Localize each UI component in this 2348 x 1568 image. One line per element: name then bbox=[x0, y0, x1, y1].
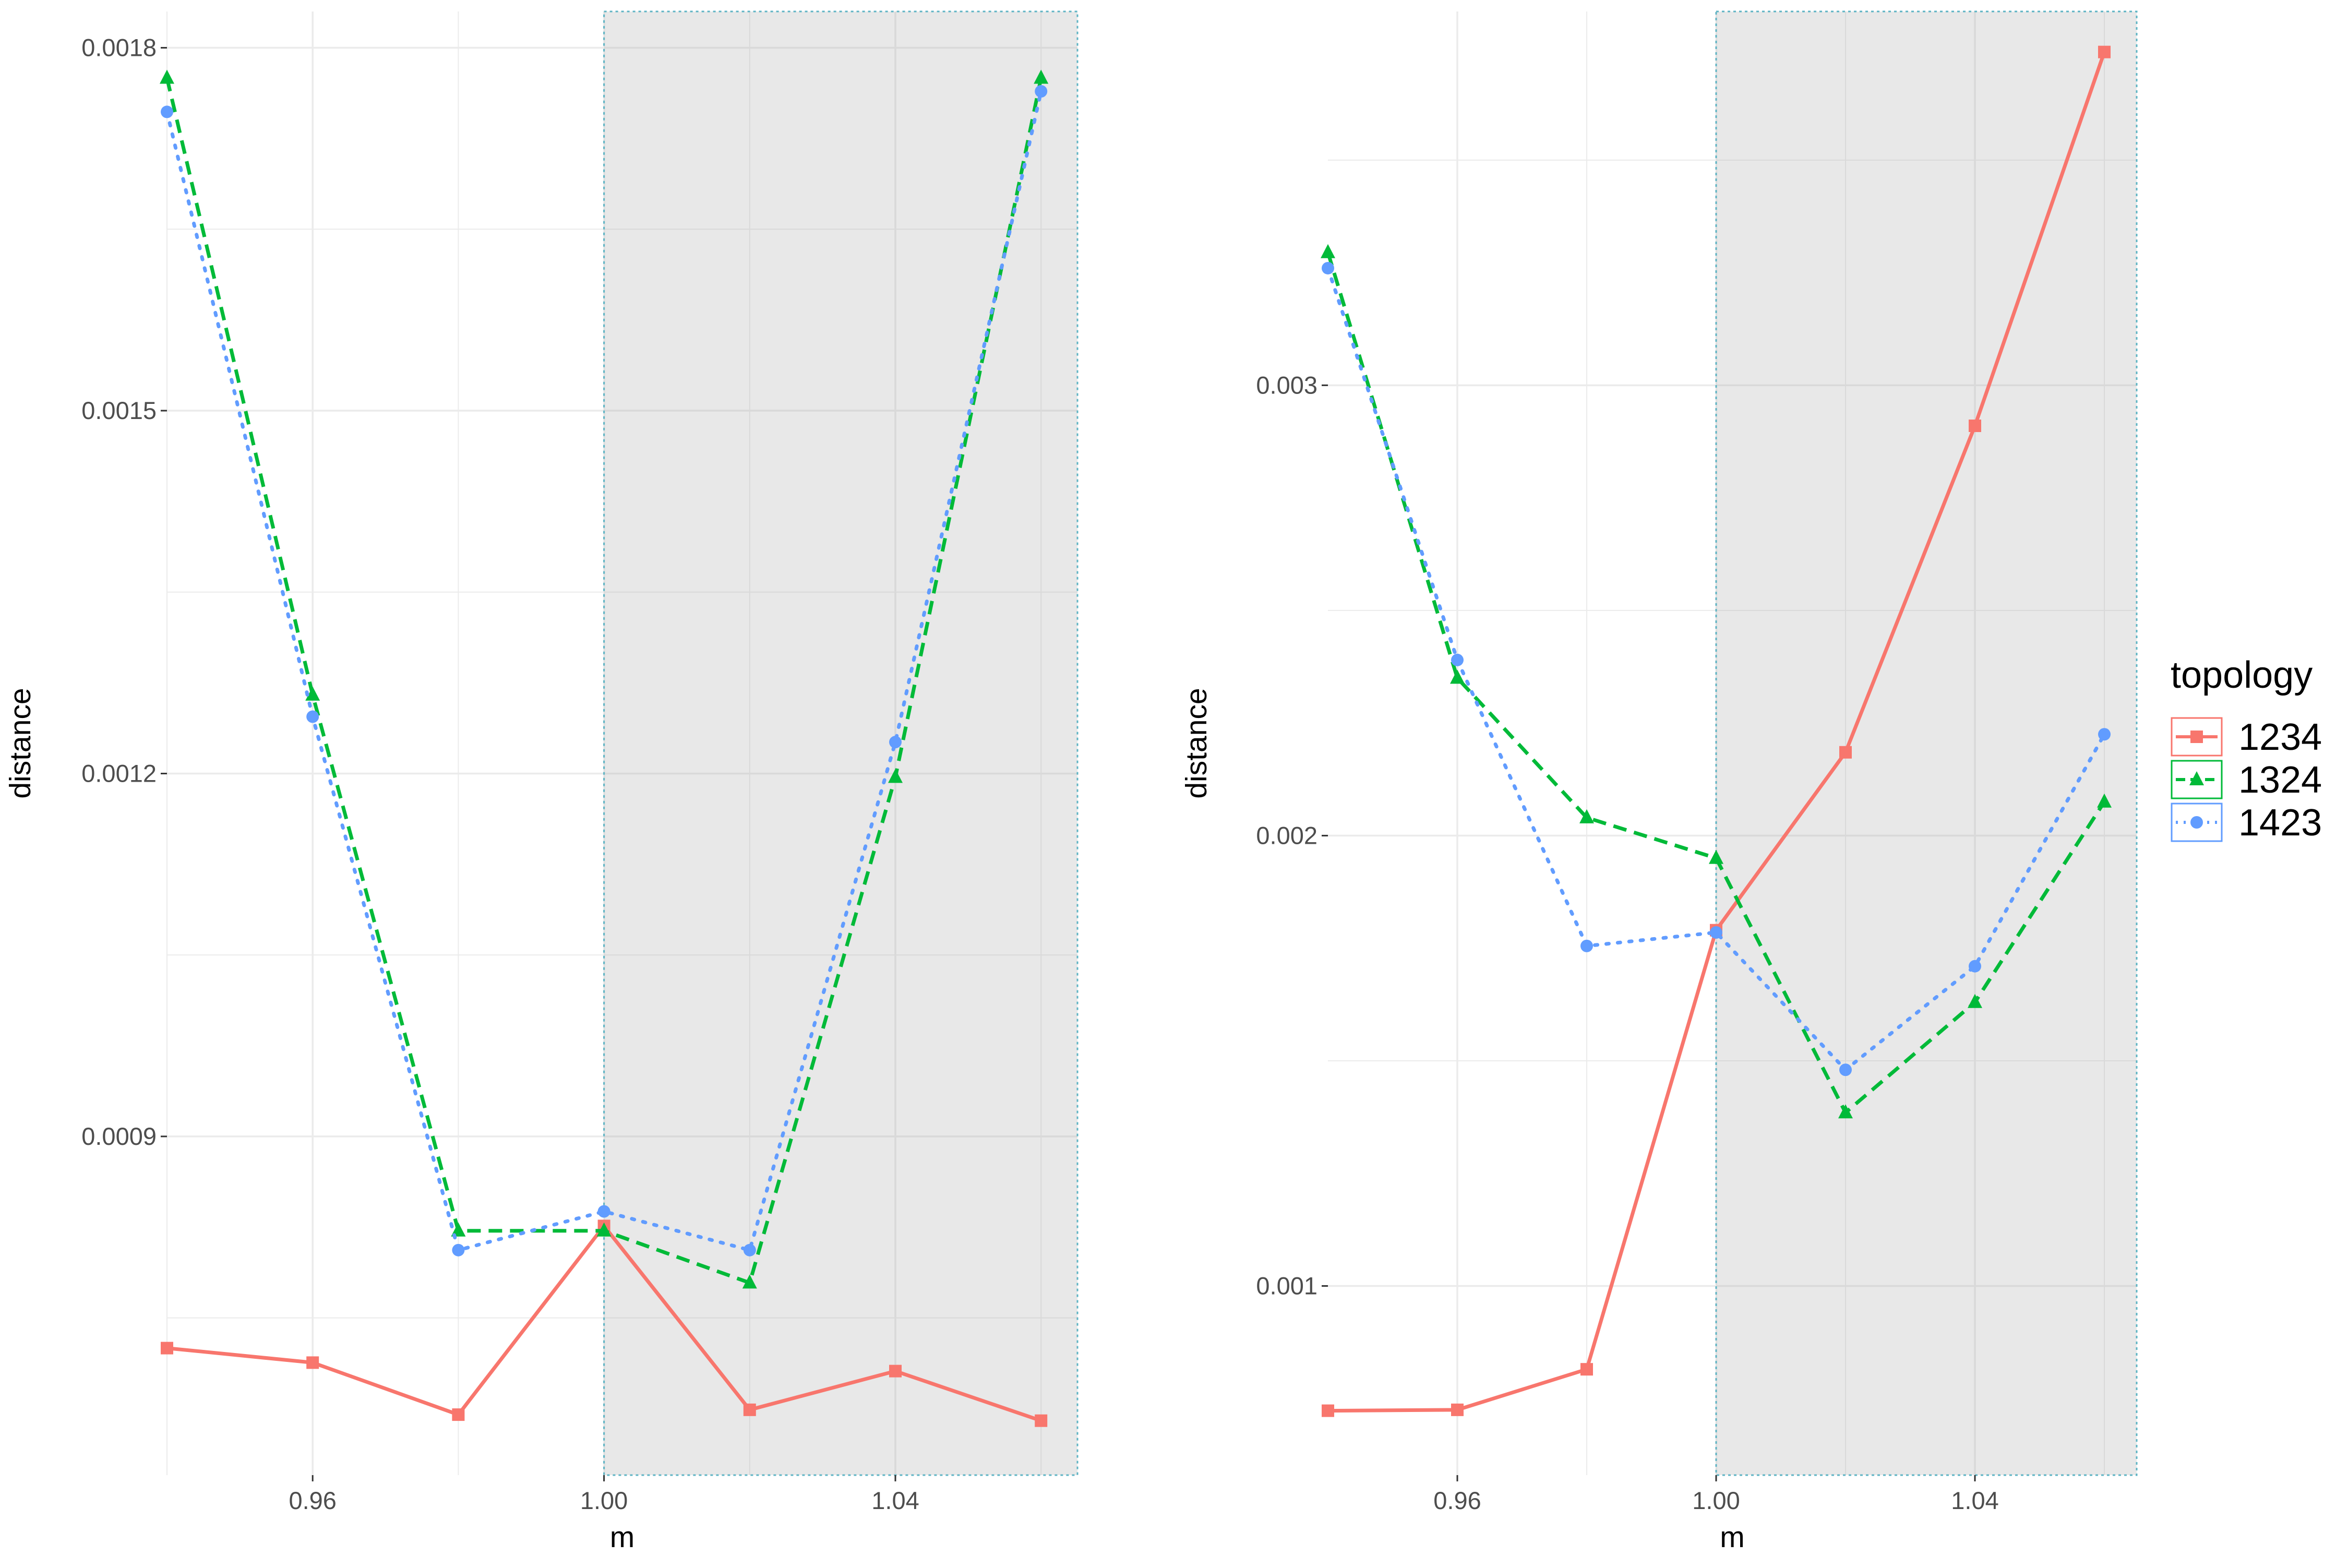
x-tick-label: 0.96 bbox=[289, 1487, 336, 1514]
data-point-1234 bbox=[2098, 45, 2111, 58]
y-tick-label: 0.0009 bbox=[81, 1122, 157, 1150]
x-tick-label: 1.04 bbox=[1951, 1487, 1998, 1514]
left-panel: 0.0009 0.0012 0.0015 0.0018 0.96 1.00 1.04 m dis… bbox=[4, 10, 1079, 1554]
legend-marker-1324 bbox=[2189, 771, 2204, 785]
data-point-1234 bbox=[161, 1342, 173, 1355]
data-point-1324 bbox=[1321, 244, 1335, 258]
x-tick-label: 1.04 bbox=[871, 1487, 919, 1514]
shaded-region bbox=[1715, 10, 2138, 1476]
data-point-1234 bbox=[1451, 1403, 1464, 1416]
data-point-1423 bbox=[743, 1243, 756, 1256]
data-point-1234 bbox=[1969, 420, 1981, 433]
data-point-1423 bbox=[1322, 261, 1334, 274]
data-point-1324 bbox=[305, 686, 320, 701]
x-axis-title: m bbox=[610, 1521, 634, 1554]
data-point-1324 bbox=[2097, 793, 2112, 808]
data-point-1423 bbox=[306, 710, 319, 723]
y-tick-label: 0.001 bbox=[1256, 1272, 1317, 1300]
data-point-1423 bbox=[1839, 1063, 1852, 1076]
legend-title: topology bbox=[2171, 654, 2313, 696]
data-point-1423 bbox=[597, 1205, 610, 1218]
data-point-1324 bbox=[1968, 994, 1982, 1008]
shaded-region bbox=[603, 10, 1079, 1476]
data-point-1423 bbox=[452, 1243, 465, 1256]
data-point-1423 bbox=[1710, 926, 1722, 939]
y-axis-title: distance bbox=[1180, 688, 1213, 798]
data-point-1324 bbox=[1579, 809, 1594, 823]
data-point-1423 bbox=[1969, 960, 1981, 973]
data-point-1324 bbox=[888, 769, 903, 783]
x-tick-label: 1.00 bbox=[580, 1487, 628, 1514]
right-panel: 0.001 0.002 0.003 0.96 1.00 1.04 m distance bbox=[1180, 10, 2138, 1554]
data-point-1324 bbox=[742, 1274, 757, 1289]
data-point-1423 bbox=[889, 736, 902, 749]
y-tick-label: 0.0018 bbox=[81, 34, 157, 62]
y-axis-title: distance bbox=[4, 688, 37, 798]
data-point-1234 bbox=[1035, 1414, 1048, 1427]
y-tick-label: 0.003 bbox=[1256, 371, 1317, 399]
data-point-1423 bbox=[1451, 653, 1464, 666]
data-point-1324 bbox=[160, 69, 174, 84]
data-point-1423 bbox=[2098, 728, 2111, 741]
data-point-1423 bbox=[161, 105, 173, 118]
data-point-1423 bbox=[1035, 85, 1048, 98]
legend-label-1234: 1234 bbox=[2238, 716, 2322, 758]
data-point-1423 bbox=[1580, 939, 1593, 952]
legend-marker-1423 bbox=[2190, 816, 2203, 829]
data-point-1234 bbox=[1580, 1363, 1593, 1376]
data-point-1234 bbox=[889, 1364, 902, 1378]
legend-marker-1234 bbox=[2190, 731, 2203, 743]
data-point-1234 bbox=[1322, 1404, 1334, 1417]
data-point-1234 bbox=[743, 1403, 756, 1416]
x-tick-label: 1.00 bbox=[1692, 1487, 1740, 1514]
legend-label-1324: 1324 bbox=[2238, 759, 2322, 801]
x-tick-label: 0.96 bbox=[1433, 1487, 1481, 1514]
data-point-1234 bbox=[1839, 746, 1852, 759]
y-tick-label: 0.002 bbox=[1256, 821, 1317, 849]
data-point-1324 bbox=[1838, 1104, 1853, 1119]
data-point-1324 bbox=[1034, 69, 1049, 84]
data-point-1234 bbox=[306, 1356, 319, 1369]
legend-label-1423: 1423 bbox=[2238, 802, 2322, 844]
data-point-1324 bbox=[1450, 669, 1465, 684]
x-axis-title: m bbox=[1720, 1521, 1744, 1554]
data-point-1324 bbox=[596, 1222, 612, 1237]
y-tick-label: 0.0015 bbox=[81, 397, 157, 424]
data-point-1324 bbox=[451, 1222, 466, 1237]
data-point-1234 bbox=[452, 1408, 465, 1421]
data-point-1324 bbox=[1709, 849, 1723, 864]
y-tick-label: 0.0012 bbox=[81, 759, 157, 787]
